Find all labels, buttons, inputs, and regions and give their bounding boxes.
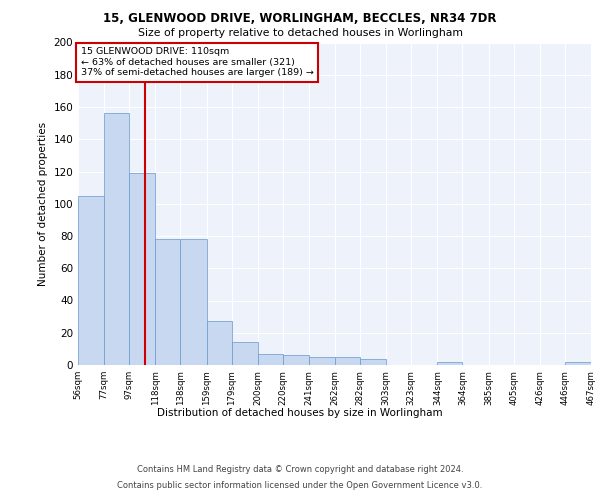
Text: 15, GLENWOOD DRIVE, WORLINGHAM, BECCLES, NR34 7DR: 15, GLENWOOD DRIVE, WORLINGHAM, BECCLES,… <box>103 12 497 26</box>
Bar <box>104 114 129 365</box>
Bar <box>258 354 283 365</box>
Text: Contains HM Land Registry data © Crown copyright and database right 2024.: Contains HM Land Registry data © Crown c… <box>137 466 463 474</box>
Bar <box>206 322 232 365</box>
Bar <box>232 342 258 365</box>
Text: Contains public sector information licensed under the Open Government Licence v3: Contains public sector information licen… <box>118 480 482 490</box>
Text: 15 GLENWOOD DRIVE: 110sqm
← 63% of detached houses are smaller (321)
37% of semi: 15 GLENWOOD DRIVE: 110sqm ← 63% of detac… <box>80 48 313 77</box>
Bar <box>78 196 104 365</box>
Y-axis label: Number of detached properties: Number of detached properties <box>38 122 48 286</box>
Bar <box>335 357 360 365</box>
Text: Distribution of detached houses by size in Worlingham: Distribution of detached houses by size … <box>157 408 443 418</box>
Bar <box>437 362 463 365</box>
Bar <box>309 357 335 365</box>
Bar <box>181 239 206 365</box>
Bar <box>155 239 181 365</box>
Text: Size of property relative to detached houses in Worlingham: Size of property relative to detached ho… <box>137 28 463 38</box>
Bar <box>129 173 155 365</box>
Bar <box>360 358 386 365</box>
Bar <box>283 356 309 365</box>
Bar <box>565 362 591 365</box>
